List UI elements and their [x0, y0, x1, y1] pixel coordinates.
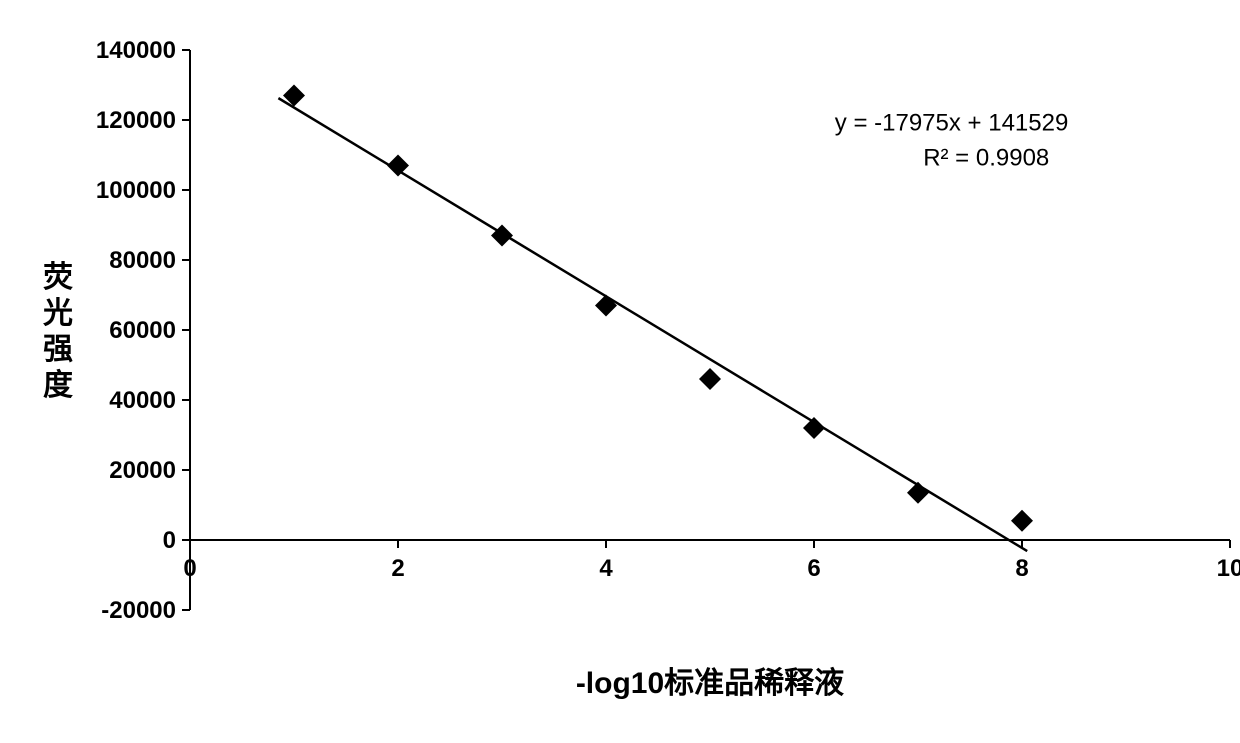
scatter-chart: 0 2 4 6 8 10 -20000 0 20000 40000 60000 80000 100000… — [20, 20, 1240, 723]
y-tick-label: 60000 — [109, 317, 176, 344]
svg-text:荧: 荧 — [43, 261, 73, 294]
y-tick-label: 80000 — [109, 247, 176, 274]
y-tick-label: 140000 — [96, 37, 176, 64]
data-point — [595, 295, 617, 317]
y-tick-label: 120000 — [96, 107, 176, 134]
y-tick-label: 20000 — [109, 457, 176, 484]
y-tick-label: -20000 — [101, 597, 176, 624]
data-point — [387, 155, 409, 177]
y-tick-label: 100000 — [96, 177, 176, 204]
data-point — [803, 417, 825, 439]
y-axis-title: 荧光强度 — [43, 261, 73, 402]
data-point — [699, 368, 721, 390]
chart-container: 0 2 4 6 8 10 -20000 0 20000 40000 60000 80000 100000… — [20, 20, 1240, 723]
x-tick-label: 6 — [807, 555, 820, 582]
data-point — [1011, 510, 1033, 532]
x-tick-label: 8 — [1015, 555, 1028, 582]
y-tick-label: 0 — [163, 527, 176, 554]
data-point — [907, 482, 929, 504]
x-tick-label: 0 — [183, 555, 196, 582]
y-tick-label: 40000 — [109, 387, 176, 414]
x-tick-label: 4 — [599, 555, 613, 582]
x-tick-label: 2 — [391, 555, 404, 582]
svg-text:光: 光 — [43, 297, 73, 330]
x-axis-title: -log10标准品稀释液 — [576, 667, 844, 700]
svg-text:强: 强 — [43, 333, 73, 366]
x-tick-label: 10 — [1217, 555, 1240, 582]
r-squared-annotation: R² = 0.9908 — [923, 145, 1049, 172]
svg-text:度: 度 — [43, 369, 73, 402]
equation-annotation: y = -17975x + 141529 — [835, 110, 1069, 137]
